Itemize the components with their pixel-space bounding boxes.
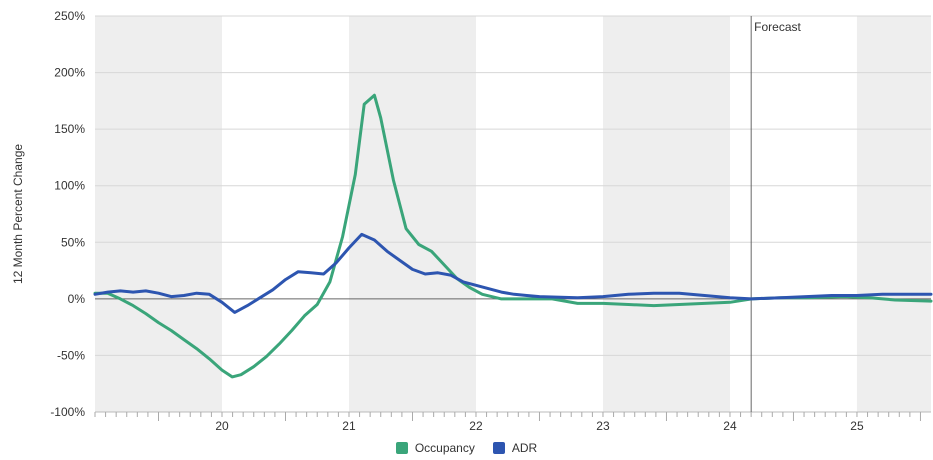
y-tick-label: 0% (68, 292, 86, 306)
y-tick-label: 150% (54, 122, 85, 136)
series-line-adr (93, 232, 933, 314)
forecast-marker: Forecast (750, 16, 802, 412)
legend-item-adr[interactable]: ADR (492, 441, 538, 455)
x-axis: 20212223242526 (94, 411, 931, 433)
forecast-label: Forecast (754, 20, 801, 34)
x-tick-label: 20 (215, 419, 229, 433)
series-lines (93, 93, 933, 379)
y-tick-label: 50% (61, 235, 85, 249)
legend-item-occupancy[interactable]: Occupancy (395, 441, 475, 455)
year-shading-bands (95, 16, 931, 412)
shade-band-2 (602, 16, 730, 412)
y-tick-label: -50% (57, 348, 85, 362)
y-tick-label: -100% (50, 405, 85, 419)
y-tick-label: 250% (54, 9, 85, 23)
x-tick-label: 21 (342, 419, 356, 433)
x-tick-label: 23 (596, 419, 610, 433)
x-tick-label: 22 (469, 419, 483, 433)
shade-band-1 (348, 16, 476, 412)
y-axis-title: 12 Month Percent Change (11, 144, 25, 284)
legend-label-occupancy: Occupancy (414, 441, 475, 455)
x-tick-label: 24 (723, 419, 737, 433)
y-tick-label: 200% (54, 66, 85, 80)
legend: Occupancy ADR (0, 441, 933, 455)
y-axis: 250% 200% 150% 100% 50% 0% -50% -100% (50, 9, 85, 419)
legend-swatch-occupancy (395, 442, 408, 454)
legend-swatch-adr (492, 442, 505, 454)
y-tick-label: 100% (54, 179, 85, 193)
shade-band-0 (95, 16, 222, 412)
x-tick-label: 25 (850, 419, 864, 433)
shade-band-3 (856, 16, 931, 412)
legend-label-adr: ADR (511, 441, 538, 455)
series-line-occupancy (93, 93, 933, 379)
